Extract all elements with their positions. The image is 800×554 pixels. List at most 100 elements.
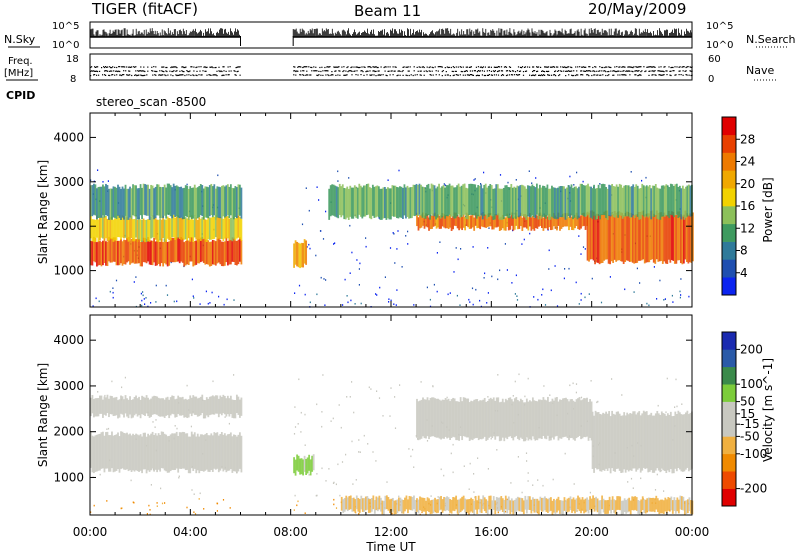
freq-dot [583, 70, 585, 72]
freq-dot [500, 70, 503, 72]
freq-dot [565, 75, 567, 77]
freq-dot [160, 74, 162, 76]
freq-dot [423, 66, 425, 69]
feature-2-column [111, 188, 113, 220]
freq-dot [674, 66, 676, 68]
feature-6-column [346, 186, 349, 218]
feature-3-column [297, 242, 300, 268]
speckle-mark [217, 174, 219, 177]
feature-4-column [580, 215, 582, 229]
feature-4-column [630, 413, 633, 471]
feature-0-column [150, 433, 152, 471]
freq-dot [537, 70, 539, 72]
feature-0-column [210, 433, 213, 470]
feature-4-column [510, 212, 513, 226]
feature-1-column [159, 398, 162, 417]
speckle-mark [475, 288, 477, 291]
freq-dot [302, 70, 304, 72]
freq-dot [111, 70, 113, 72]
colorbar-tick-label: 100 [740, 377, 763, 391]
freq-dot [490, 70, 492, 72]
feature-6-column [644, 186, 647, 218]
feature-4-column [482, 213, 485, 228]
feature-0-column [168, 435, 171, 473]
feature-1-column [123, 399, 125, 418]
feature-5-column [589, 210, 592, 260]
feature-6-column [639, 188, 642, 220]
freq-dot [114, 66, 116, 68]
freq-dot [664, 66, 666, 68]
speckle-mark [472, 303, 474, 306]
freq-dot [491, 74, 493, 76]
speckle-mark [550, 289, 552, 292]
speckle-mark [636, 267, 638, 270]
feature-4-column [491, 216, 494, 230]
feature-1-column [213, 396, 216, 415]
speckle-mark [459, 304, 461, 306]
freq-dot [377, 66, 379, 69]
freq-dot [577, 74, 579, 76]
speckle-mark [199, 303, 201, 305]
colorbar-tick-label: 20 [740, 177, 755, 191]
feature-1-column [202, 400, 205, 419]
feature-5-column [470, 497, 473, 512]
freq-dot [96, 74, 98, 76]
speckle-mark [354, 303, 356, 305]
feature-2-column [193, 184, 196, 216]
feature-2-column [229, 184, 232, 216]
feature-2-column [226, 184, 229, 216]
freq-dot [155, 70, 157, 73]
freq-dot [580, 70, 582, 72]
colorbar-swatch [722, 384, 736, 402]
speckle-mark [93, 504, 95, 507]
feature-6-column [499, 188, 502, 220]
feature-3-column [450, 399, 453, 439]
feature-0-column [234, 434, 237, 472]
freq-dot [522, 71, 525, 73]
freq-dot [572, 75, 574, 77]
feature-6-column [349, 185, 352, 217]
freq-dot [685, 66, 687, 69]
freq-dot [666, 70, 668, 72]
speckle-mark [436, 290, 438, 293]
feature-5-column [453, 497, 456, 512]
feature-5-column [601, 214, 604, 263]
feature-6-column [563, 186, 565, 218]
feature-6-column [457, 183, 460, 215]
feature-5-column [655, 210, 658, 260]
velocity-colorbar-label: Velocity [m s^-1] [761, 358, 775, 462]
freq-dot [624, 66, 626, 68]
freq-dot [550, 66, 552, 68]
freq-dot [609, 66, 611, 68]
freq-label: Freq. [8, 56, 33, 67]
speckle-mark [146, 513, 148, 515]
freq-dot [621, 74, 623, 76]
feature-5-column [352, 497, 355, 512]
feature-4-column [479, 215, 482, 230]
feature-1-column [126, 217, 128, 240]
freq-dot [106, 70, 108, 72]
speckle-mark [337, 170, 339, 173]
feature-6-column [546, 184, 549, 216]
freq-dot [409, 66, 411, 68]
freq-dot [158, 74, 160, 76]
feature-6-column [329, 185, 332, 217]
feature-5-column [402, 499, 405, 514]
freq-dot [520, 67, 523, 69]
speckle-mark [216, 510, 218, 512]
speckle-mark [325, 480, 327, 482]
feature-4-column [489, 212, 492, 227]
feature-1-column [160, 219, 163, 242]
feature-1-column [181, 396, 184, 416]
feature-2-column [169, 185, 172, 217]
feature-4-column [626, 412, 629, 470]
freq-dot [125, 70, 127, 72]
feature-6-column [548, 188, 550, 220]
freq-dot [214, 74, 216, 76]
feature-6-column [534, 187, 537, 219]
feature-1-column [120, 217, 122, 240]
feature-2-column [196, 187, 199, 219]
freq-dot [537, 66, 539, 68]
freq-dot [325, 74, 327, 76]
station-title: TIGER (fitACF) [91, 0, 198, 18]
